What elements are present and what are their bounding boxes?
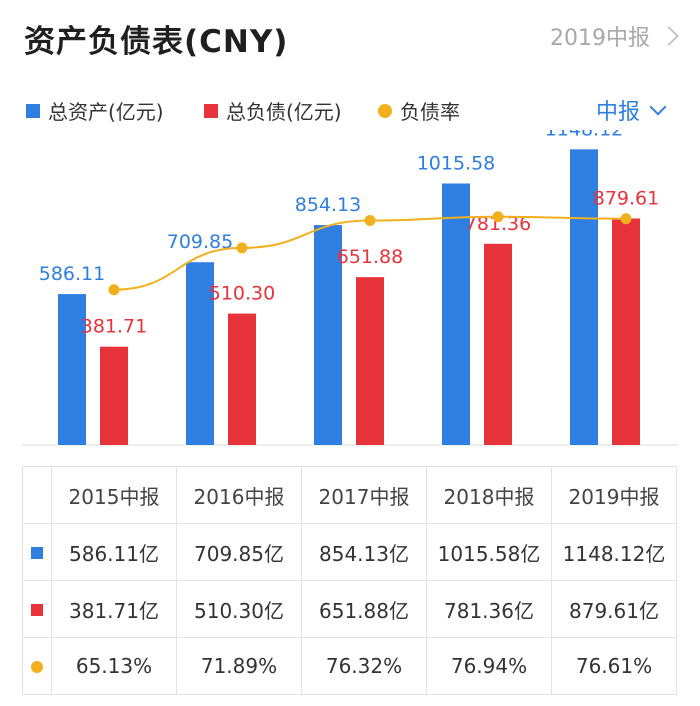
data-label-assets: 854.13: [295, 194, 361, 216]
data-label-liabilities: 879.61: [593, 188, 659, 210]
assets-marker-icon: [31, 547, 43, 559]
data-label-liabilities: 510.30: [209, 283, 275, 305]
table-cell: 76.32%: [301, 637, 427, 695]
data-label-assets: 586.11: [39, 263, 105, 285]
data-label-liabilities: 381.71: [81, 316, 147, 338]
balance-sheet-chart: 586.11 381.71 709.85 510.30 854.13 651.88 1015…: [22, 130, 678, 446]
bar-liabilities: [484, 243, 512, 445]
ratio-point: [236, 242, 248, 254]
ratio-point: [108, 284, 120, 296]
legend-swatch-liabilities: [204, 103, 218, 118]
legend-swatch-assets: [26, 103, 40, 118]
liabilities-marker-icon: [31, 604, 43, 616]
report-period-link[interactable]: 2019中报: [550, 20, 682, 52]
legend-swatch-ratio: [378, 103, 392, 118]
table-cell: 65.13%: [51, 637, 177, 695]
table-cell: 781.36亿: [426, 580, 552, 638]
ratio-marker-icon: [31, 661, 43, 673]
period-select-label: 中报: [595, 100, 640, 125]
ratio-line: [113, 215, 627, 291]
data-label-assets: 1015.58: [417, 152, 496, 174]
bar-liabilities: [356, 277, 384, 445]
table-marker-cell: [22, 523, 52, 581]
table-cell: 1148.12亿: [551, 523, 677, 581]
table-row-liabilities: 381.71亿 510.30亿 651.88亿 781.36亿 879.61亿: [22, 580, 677, 638]
chevron-down-icon: [649, 98, 667, 116]
table-header-cell: 2018中报: [426, 466, 552, 524]
table-cell: 381.71亿: [51, 580, 177, 638]
table-row-assets: 586.11亿 709.85亿 854.13亿 1015.58亿 1148.12…: [22, 523, 677, 581]
data-label-assets: 1148.12: [545, 130, 624, 140]
table-cell: 1015.58亿: [426, 523, 552, 581]
table-cell: 76.94%: [426, 637, 552, 695]
table-cell: 651.88亿: [301, 580, 427, 638]
table-cell: 709.85亿: [176, 523, 302, 581]
bar-assets: [570, 149, 598, 445]
legend-item-assets[interactable]: 总资产(亿元): [26, 96, 164, 125]
table-cell: 586.11亿: [51, 523, 177, 581]
ratio-point: [492, 211, 504, 223]
header: 资产负债表(CNY) 2019中报: [0, 0, 700, 76]
bar-liabilities: [100, 346, 128, 445]
table-cell: 879.61亿: [551, 580, 677, 638]
data-label-liabilities: 781.36: [465, 213, 531, 235]
data-table: 2015中报 2016中报 2017中报 2018中报 2019中报 586.1…: [22, 466, 677, 695]
table-header-cell: 2019中报: [551, 466, 677, 524]
ratio-point: [620, 213, 632, 225]
period-select-dropdown[interactable]: 中报: [595, 94, 667, 126]
legend-item-liabilities[interactable]: 总负债(亿元): [204, 96, 342, 125]
bar-liabilities: [612, 218, 640, 445]
data-label-liabilities: 651.88: [337, 246, 403, 268]
legend-label-ratio: 负债率: [400, 100, 460, 124]
table-cell: 510.30亿: [176, 580, 302, 638]
table-cell: 76.61%: [551, 637, 677, 695]
legend-item-ratio[interactable]: 负债率: [378, 96, 460, 125]
table-row-ratio: 65.13% 71.89% 76.32% 76.94% 76.61%: [22, 637, 677, 695]
table-header-cell: 2016中报: [176, 466, 302, 524]
chart-legend: 总资产(亿元) 总负债(亿元) 负债率 中报: [0, 92, 700, 128]
chevron-right-icon: [659, 26, 679, 46]
bar-assets: [442, 183, 470, 445]
bar-assets: [186, 262, 214, 445]
legend-label-liabilities: 总负债(亿元): [226, 100, 342, 124]
table-header-cell: 2017中报: [301, 466, 427, 524]
bar-assets: [58, 294, 86, 445]
bar-assets: [314, 225, 342, 445]
table-corner-cell: [22, 466, 52, 524]
bar-liabilities: [228, 313, 256, 445]
report-period-label: 2019中报: [550, 26, 650, 51]
table-cell: 71.89%: [176, 637, 302, 695]
table-marker-cell: [22, 637, 52, 695]
table-header-row: 2015中报 2016中报 2017中报 2018中报 2019中报: [22, 466, 677, 524]
legend-label-assets: 总资产(亿元): [48, 100, 164, 124]
page-title: 资产负债表(CNY): [24, 24, 289, 60]
data-label-assets: 709.85: [167, 231, 233, 253]
table-cell: 854.13亿: [301, 523, 427, 581]
table-marker-cell: [22, 580, 52, 638]
table-header-cell: 2015中报: [51, 466, 177, 524]
ratio-point: [364, 215, 376, 227]
